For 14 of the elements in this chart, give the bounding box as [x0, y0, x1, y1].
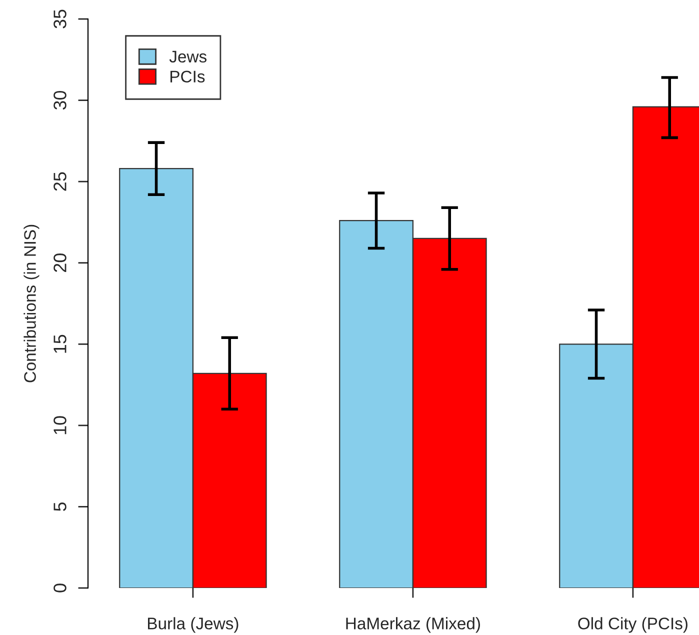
- y-tick-label: 5: [54, 502, 66, 512]
- legend-label: Jews: [169, 50, 207, 63]
- x-tick-label: Burla (Jews): [148, 617, 238, 633]
- y-axis-title: Contributions (in NIS): [24, 224, 40, 382]
- y-tick-label: 35: [54, 10, 66, 28]
- x-tick-label: HaMerkaz (Mixed): [346, 617, 480, 633]
- y-tick-label: 30: [54, 90, 66, 110]
- y-tick-label: 25: [54, 172, 66, 191]
- y-tick-label: 10: [54, 416, 66, 434]
- x-tick-label: Old City (PCIs): [578, 617, 688, 633]
- legend-label: PCIs: [170, 70, 205, 82]
- y-tick-label: 20: [54, 254, 66, 272]
- y-tick-label: 0: [54, 584, 66, 592]
- y-tick-label: 15: [54, 334, 66, 353]
